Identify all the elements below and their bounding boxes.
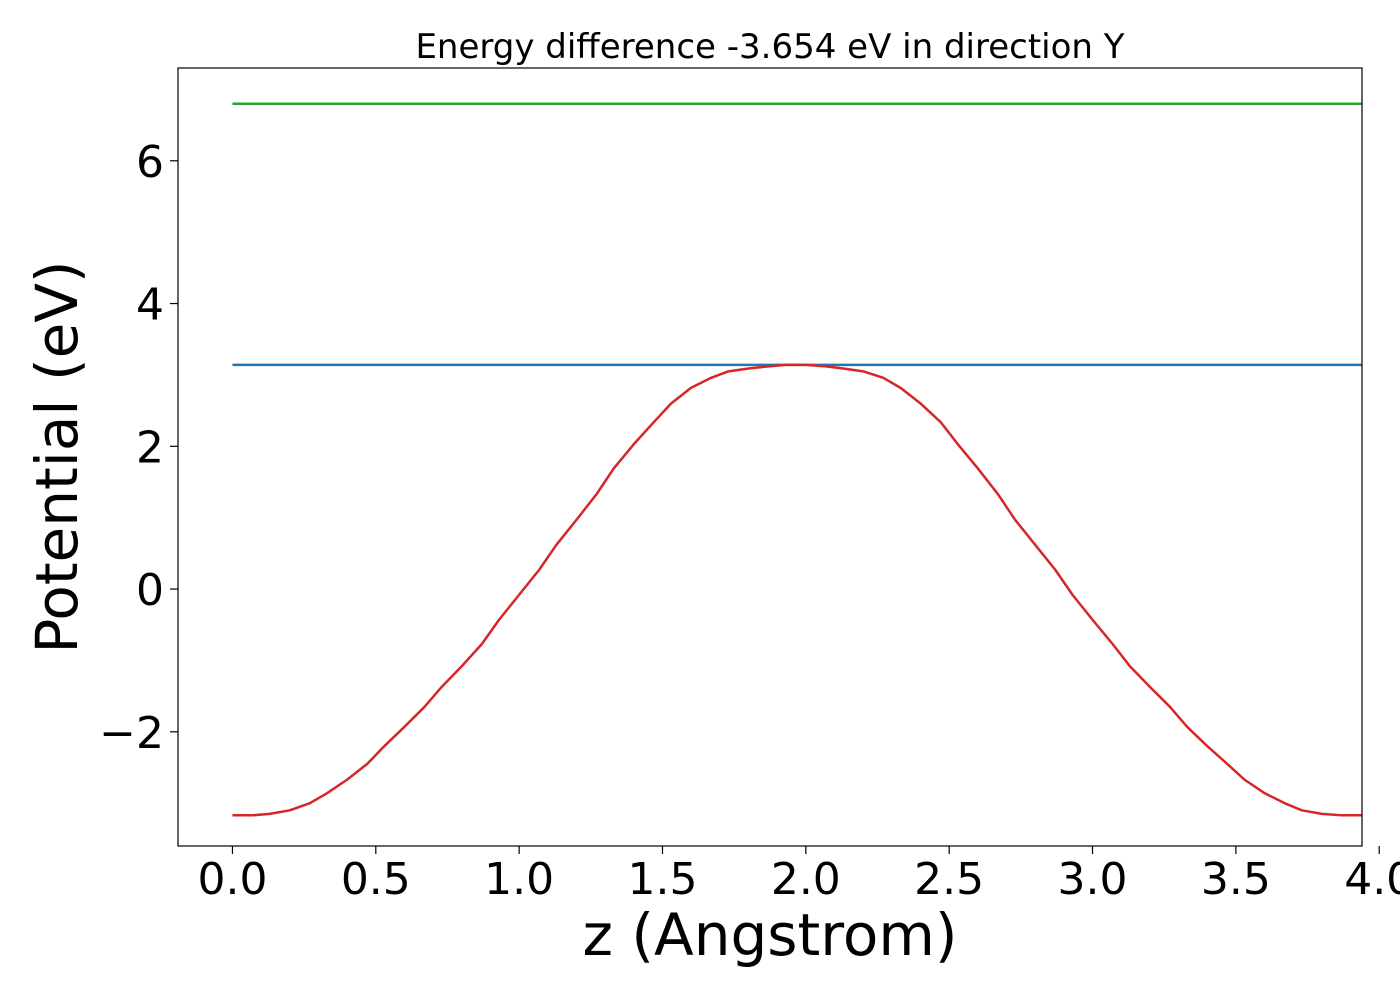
x-axis: 0.0 0.5 1.0 1.5 2.0 2.5 3.0 3.5 4.0 — [197, 846, 1400, 905]
y-axis-title: Potential (eV) — [23, 260, 91, 653]
x-tick-label: 1.0 — [484, 854, 554, 905]
x-axis-title: z (Angstrom) — [583, 901, 958, 969]
plot-frame — [177, 67, 1363, 847]
y-axis: −2 0 2 4 6 — [99, 137, 178, 759]
y-tick-label: 6 — [136, 137, 164, 188]
series-line-2 — [232, 363, 1362, 817]
y-tick-label: 2 — [136, 422, 164, 473]
y-tick-label: 0 — [136, 565, 164, 616]
x-tick-label: 4.0 — [1344, 854, 1400, 905]
x-tick-label: 2.5 — [914, 854, 984, 905]
chart-title: Energy difference -3.654 eV in direction… — [415, 27, 1124, 67]
x-tick-label: 3.0 — [1058, 854, 1128, 905]
x-tick-label: 2.0 — [771, 854, 841, 905]
x-tick-label: 0.0 — [197, 854, 267, 905]
x-tick-label: 0.5 — [341, 854, 411, 905]
series-layer — [232, 102, 1362, 817]
x-tick-label: 1.5 — [628, 854, 698, 905]
x-tick-label: 3.5 — [1201, 854, 1271, 905]
y-tick-label: −2 — [99, 708, 164, 759]
y-tick-label: 4 — [136, 280, 164, 331]
